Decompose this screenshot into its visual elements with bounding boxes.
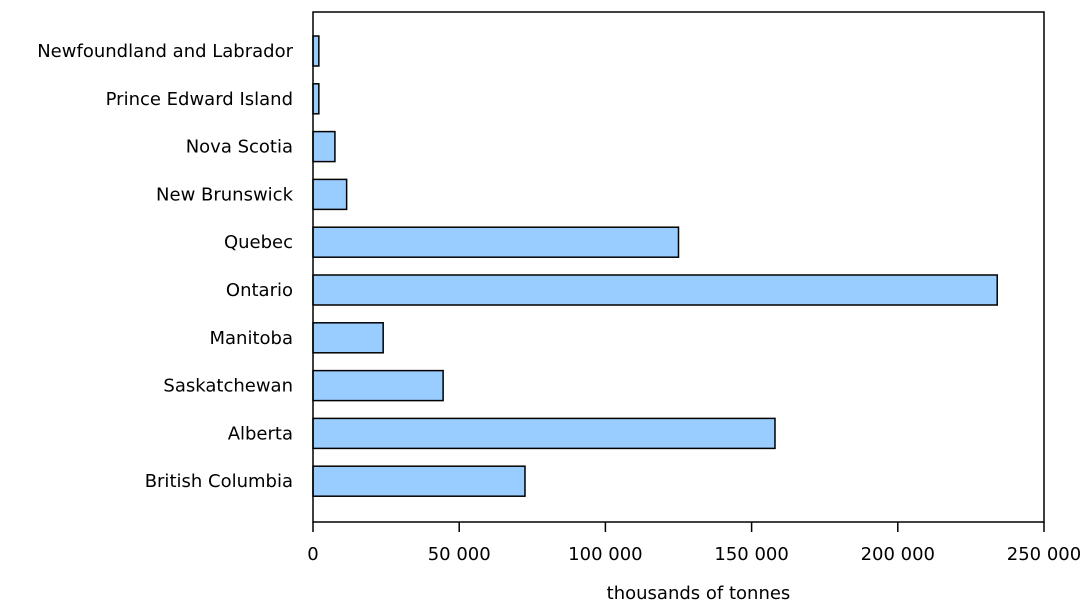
category-label: Prince Edward Island (106, 89, 293, 110)
bar-saskatchewan (312, 369, 444, 402)
plot-frame (312, 11, 1045, 523)
x-tick-label: 200 000 (861, 544, 935, 565)
bars-group (312, 35, 998, 497)
x-tick-label: 100 000 (568, 544, 642, 565)
bar-nova-scotia (312, 130, 336, 163)
category-label: New Brunswick (156, 184, 294, 205)
bar-prince-edward-island (312, 83, 320, 115)
category-label: Nova Scotia (186, 137, 293, 158)
x-tick-label: 0 (307, 544, 318, 565)
bar-alberta (312, 417, 776, 450)
category-label: Newfoundland and Labrador (37, 41, 293, 62)
category-label: Alberta (228, 423, 293, 444)
category-label: Manitoba (210, 328, 294, 349)
x-axis-ticks (312, 522, 1045, 532)
bar-british-columbia (312, 465, 526, 497)
category-label: British Columbia (145, 471, 293, 492)
category-label: Quebec (224, 232, 293, 253)
bar-ontario (312, 274, 998, 306)
x-axis-title: thousands of tonnes (607, 583, 791, 604)
bar-newfoundland-and-labrador (312, 35, 320, 67)
bar-quebec (312, 226, 680, 258)
bar-new-brunswick (312, 178, 348, 211)
category-label: Saskatchewan (163, 376, 293, 397)
bar-manitoba (312, 322, 384, 354)
x-tick-label: 50 000 (428, 544, 491, 565)
category-labels: Newfoundland and Labrador Prince Edward I… (37, 41, 293, 492)
x-tick-label: 250 000 (1007, 544, 1081, 565)
category-label: Ontario (226, 280, 293, 301)
x-axis-tick-labels: 0 50 000 100 000 150 000 200 000 250 000 (307, 544, 1081, 565)
x-tick-label: 150 000 (714, 544, 788, 565)
